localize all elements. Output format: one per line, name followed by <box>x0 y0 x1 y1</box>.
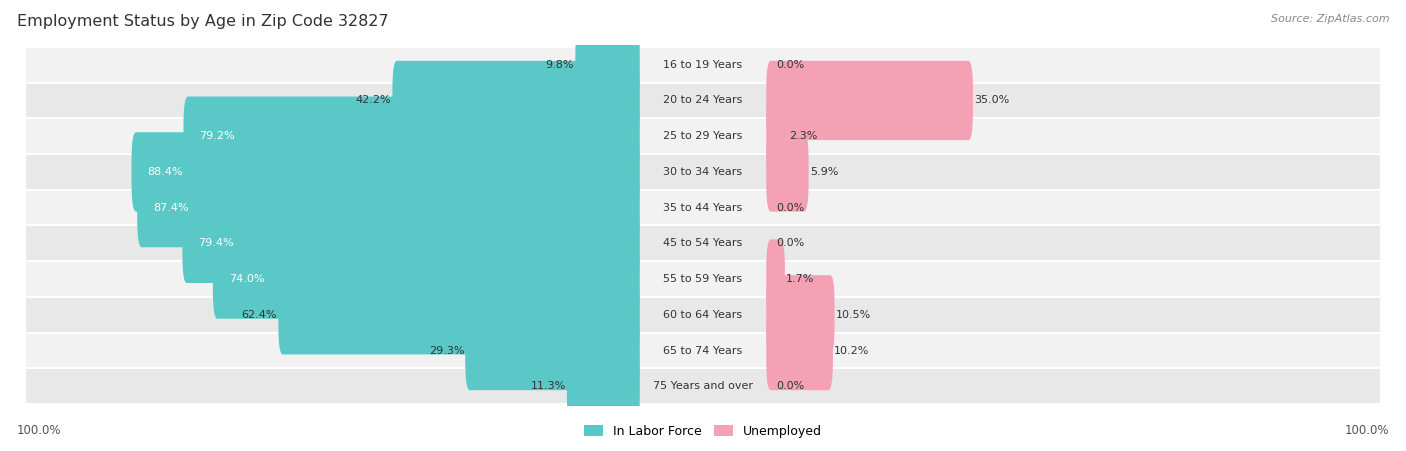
Bar <box>25 154 1381 190</box>
Text: Employment Status by Age in Zip Code 32827: Employment Status by Age in Zip Code 328… <box>17 14 388 28</box>
FancyBboxPatch shape <box>278 275 640 354</box>
Text: 60 to 64 Years: 60 to 64 Years <box>664 310 742 320</box>
Text: Source: ZipAtlas.com: Source: ZipAtlas.com <box>1271 14 1389 23</box>
Bar <box>25 47 1381 83</box>
Text: 79.2%: 79.2% <box>200 131 235 141</box>
FancyBboxPatch shape <box>766 275 835 354</box>
Text: 29.3%: 29.3% <box>429 345 464 355</box>
Text: 87.4%: 87.4% <box>153 202 188 212</box>
Bar <box>25 226 1381 261</box>
FancyBboxPatch shape <box>212 239 640 319</box>
Bar <box>25 333 1381 368</box>
Text: 0.0%: 0.0% <box>776 202 804 212</box>
FancyBboxPatch shape <box>766 239 785 319</box>
FancyBboxPatch shape <box>766 311 832 390</box>
Bar <box>25 190 1381 226</box>
Text: 79.4%: 79.4% <box>198 239 233 249</box>
Text: 74.0%: 74.0% <box>229 274 264 284</box>
Text: 9.8%: 9.8% <box>546 60 574 70</box>
Text: 1.7%: 1.7% <box>786 274 814 284</box>
Text: 100.0%: 100.0% <box>17 424 62 437</box>
Text: 42.2%: 42.2% <box>356 96 391 106</box>
Bar <box>25 297 1381 333</box>
Text: 25 to 29 Years: 25 to 29 Years <box>664 131 742 141</box>
Text: 88.4%: 88.4% <box>148 167 183 177</box>
Text: 30 to 34 Years: 30 to 34 Years <box>664 167 742 177</box>
Legend: In Labor Force, Unemployed: In Labor Force, Unemployed <box>579 420 827 443</box>
FancyBboxPatch shape <box>183 204 640 283</box>
Text: 75 Years and over: 75 Years and over <box>652 381 754 391</box>
FancyBboxPatch shape <box>465 311 640 390</box>
Text: 2.3%: 2.3% <box>789 131 818 141</box>
Bar <box>25 368 1381 404</box>
Text: 11.3%: 11.3% <box>530 381 565 391</box>
FancyBboxPatch shape <box>575 25 640 104</box>
Text: 16 to 19 Years: 16 to 19 Years <box>664 60 742 70</box>
Text: 35 to 44 Years: 35 to 44 Years <box>664 202 742 212</box>
FancyBboxPatch shape <box>392 61 640 140</box>
FancyBboxPatch shape <box>567 347 640 426</box>
Text: 10.5%: 10.5% <box>835 310 870 320</box>
Bar <box>25 83 1381 118</box>
FancyBboxPatch shape <box>766 97 789 176</box>
Text: 45 to 54 Years: 45 to 54 Years <box>664 239 742 249</box>
Text: 10.2%: 10.2% <box>834 345 869 355</box>
Text: 35.0%: 35.0% <box>974 96 1010 106</box>
Bar <box>25 118 1381 154</box>
Text: 5.9%: 5.9% <box>810 167 838 177</box>
FancyBboxPatch shape <box>132 132 640 212</box>
Text: 0.0%: 0.0% <box>776 60 804 70</box>
FancyBboxPatch shape <box>138 168 640 247</box>
Text: 100.0%: 100.0% <box>1344 424 1389 437</box>
Bar <box>25 261 1381 297</box>
FancyBboxPatch shape <box>766 61 973 140</box>
Text: 65 to 74 Years: 65 to 74 Years <box>664 345 742 355</box>
Text: 55 to 59 Years: 55 to 59 Years <box>664 274 742 284</box>
FancyBboxPatch shape <box>183 97 640 176</box>
Text: 0.0%: 0.0% <box>776 381 804 391</box>
Text: 20 to 24 Years: 20 to 24 Years <box>664 96 742 106</box>
FancyBboxPatch shape <box>766 132 808 212</box>
Text: 62.4%: 62.4% <box>242 310 277 320</box>
Text: 0.0%: 0.0% <box>776 239 804 249</box>
